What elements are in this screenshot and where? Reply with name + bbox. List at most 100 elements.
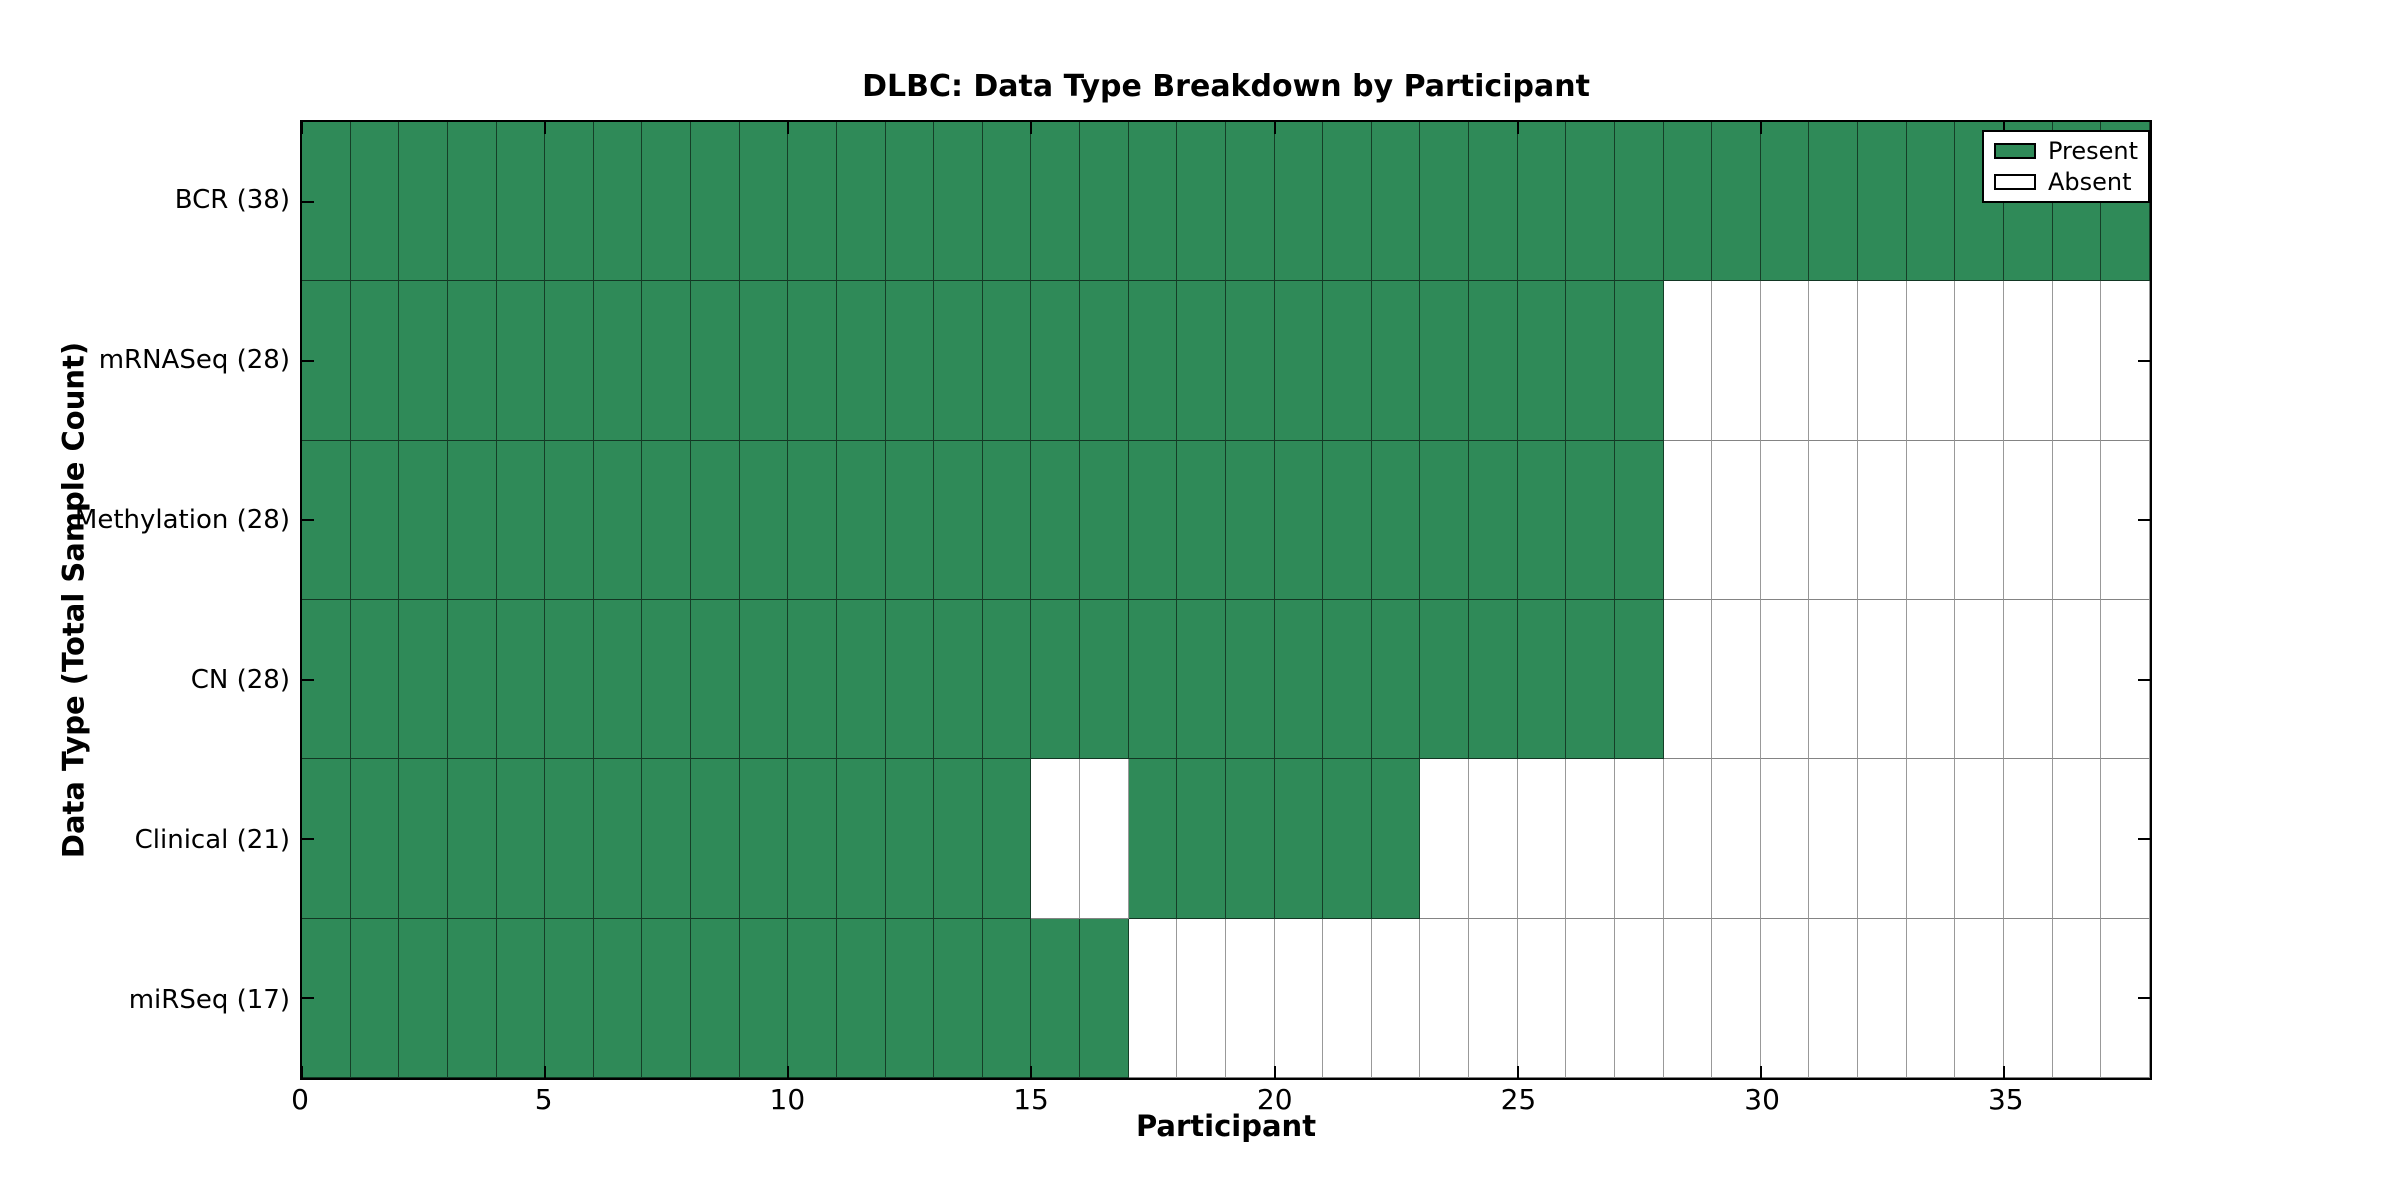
- heatmap-cell: [1177, 122, 1226, 282]
- heatmap-cell: [1712, 281, 1761, 441]
- x-tick-label: 5: [534, 1083, 553, 1116]
- heatmap-cell: [836, 918, 886, 1078]
- heatmap-cell: [1809, 440, 1858, 600]
- heatmap-cell: [545, 440, 594, 600]
- heatmap-cell: [885, 599, 935, 760]
- heatmap-cell: [1128, 599, 1178, 760]
- plot-area: Present Absent: [300, 120, 2152, 1080]
- x-tick-label: 15: [1013, 1083, 1049, 1116]
- heatmap-cell: [1371, 599, 1421, 760]
- heatmap-cell: [1712, 759, 1761, 919]
- heatmap-cell: [788, 599, 837, 760]
- heatmap-cell: [1371, 281, 1421, 441]
- heatmap-cell: [447, 918, 497, 1078]
- heatmap-cell: [739, 759, 789, 919]
- y-tick-mark: [302, 838, 314, 840]
- x-tick-label: 10: [769, 1083, 806, 1116]
- heatmap-cell: [1274, 122, 1324, 282]
- heatmap-cell: [1323, 599, 1372, 760]
- heatmap-cell: [934, 759, 983, 919]
- y-tick-mark: [2138, 678, 2150, 681]
- heatmap-cell: [1760, 122, 1810, 282]
- heatmap-cell: [1955, 759, 2004, 919]
- heatmap-row: [302, 918, 2150, 1078]
- heatmap-cell: [1323, 440, 1372, 600]
- legend-swatch-absent: [1993, 174, 2036, 190]
- heatmap-cell: [1566, 759, 1615, 919]
- heatmap-cell: [1225, 599, 1275, 760]
- heatmap-cell: [1858, 918, 1907, 1078]
- heatmap-cell: [642, 122, 691, 282]
- y-tick-mark: [2138, 519, 2150, 522]
- heatmap-cell: [1906, 918, 1956, 1078]
- heatmap-cell: [739, 599, 789, 760]
- y-tick-mark: [2138, 360, 2150, 362]
- y-axis-label: Data Type (Total Sample Count): [56, 341, 91, 859]
- heatmap-cell: [982, 599, 1032, 760]
- heatmap-cell: [1031, 122, 1080, 282]
- legend-label-absent: Absent: [2047, 168, 2132, 196]
- heatmap-cell: [1128, 440, 1178, 600]
- heatmap-cell: [496, 281, 546, 441]
- heatmap-cell: [447, 281, 497, 441]
- x-tick-mark: [301, 122, 303, 134]
- heatmap-cell: [1955, 599, 2004, 760]
- x-tick-mark: [1759, 1066, 1762, 1078]
- heatmap-cell: [1371, 122, 1421, 282]
- heatmap-cell: [1663, 122, 1713, 282]
- heatmap-cell: [1906, 759, 1956, 919]
- heatmap-cell: [545, 122, 594, 282]
- heatmap-cell: [788, 440, 837, 600]
- heatmap-cell: [593, 281, 643, 441]
- heatmap-cell: [1128, 759, 1178, 919]
- heatmap-cell: [1760, 918, 1810, 1078]
- heatmap-cell: [1420, 759, 1469, 919]
- heatmap-cell: [1469, 759, 1518, 919]
- y-tick-label: CN (28): [190, 665, 290, 695]
- legend: Present Absent: [1981, 130, 2150, 203]
- heatmap-cell: [836, 759, 886, 919]
- heatmap-cell: [1274, 440, 1324, 600]
- heatmap-cell: [1371, 440, 1421, 600]
- heatmap-cell: [1663, 440, 1713, 600]
- x-tick-mark: [544, 122, 547, 134]
- heatmap-cell: [691, 918, 740, 1078]
- heatmap-cell: [1371, 918, 1421, 1078]
- x-tick-mark: [787, 1066, 790, 1078]
- heatmap-cell: [2052, 918, 2102, 1078]
- x-tick-mark: [301, 1066, 303, 1078]
- heatmap-cell: [1614, 759, 1664, 919]
- heatmap-cell: [1128, 918, 1178, 1078]
- heatmap-cell: [642, 599, 691, 760]
- heatmap-cell: [934, 281, 983, 441]
- heatmap-cell: [1955, 281, 2004, 441]
- heatmap-cell: [982, 918, 1032, 1078]
- heatmap-cell: [593, 122, 643, 282]
- heatmap-cell: [934, 440, 983, 600]
- heatmap-cell: [1809, 759, 1858, 919]
- heatmap-cell: [1566, 918, 1615, 1078]
- chart-title: DLBC: Data Type Breakdown by Participant: [862, 69, 1590, 104]
- heatmap-cell: [1712, 918, 1761, 1078]
- heatmap-cell: [1858, 281, 1907, 441]
- y-tick-label: miRSeq (17): [128, 985, 290, 1015]
- heatmap-cell: [1517, 440, 1567, 600]
- heatmap-cell: [1080, 759, 1129, 919]
- heatmap-cell: [1225, 122, 1275, 282]
- heatmap-cell: [1080, 440, 1129, 600]
- y-tick-mark: [302, 519, 314, 522]
- heatmap-cell: [496, 122, 546, 282]
- heatmap-cell: [1614, 122, 1664, 282]
- heatmap-cell: [982, 122, 1032, 282]
- heatmap-cell: [836, 281, 886, 441]
- heatmap-cell: [1274, 599, 1324, 760]
- heatmap-cell: [2052, 440, 2102, 600]
- heatmap-cell: [1031, 918, 1080, 1078]
- heatmap-cell: [1809, 122, 1858, 282]
- heatmap-cell: [1469, 122, 1518, 282]
- heatmap-cell: [1128, 122, 1178, 282]
- heatmap-cell: [1760, 440, 1810, 600]
- heatmap-cell: [691, 759, 740, 919]
- heatmap-cell: [496, 918, 546, 1078]
- heatmap-cell: [691, 122, 740, 282]
